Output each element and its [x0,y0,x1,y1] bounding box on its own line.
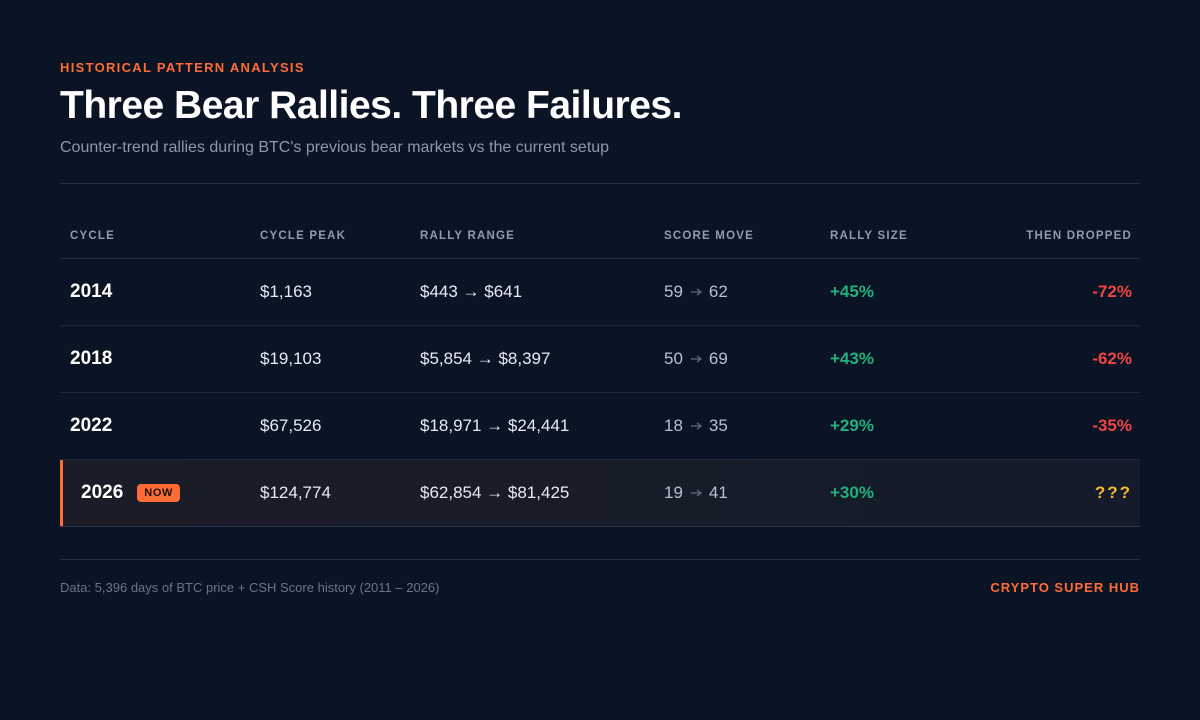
column-header: SCORE MOVE [664,230,754,242]
score-to: 69 [708,349,728,368]
rally-range: $443 → $641 [420,282,523,301]
score-from: 19 [664,483,683,502]
cycle-cell: 2026 NOW [81,460,180,526]
cycle-cell: 2018 [70,326,112,392]
subtitle: Counter-trend rallies during BTC's previ… [60,139,610,156]
table-row: 2026 NOW $124,774 $62,854 → $81,425 19 41 +30%… [60,460,1140,527]
score-to: 35 [708,416,728,435]
cycle-peak: $67,526 [260,416,322,435]
rally-range: $62,854 → $81,425 [420,483,570,502]
score-move: 19 41 [664,460,728,526]
cycle-peak: $124,774 [260,483,331,502]
cycle: 2022 [70,415,113,436]
eyebrow: HISTORICAL PATTERN ANALYSIS [60,60,305,75]
title: Three Bear Rallies. Three Failures. [60,84,682,127]
then-dropped: ??? [1094,483,1132,502]
column-header: THEN DROPPED [1026,230,1132,242]
score-move: 18 35 [664,393,728,459]
cycle-peak: $19,103 [260,349,322,368]
table-row: 2022 $67,526 $18,971 → $24,441 18 35 +29% -35% [60,393,1140,460]
then-dropped: -62% [1092,349,1132,368]
arrow-icon [690,355,703,363]
column-header: CYCLE PEAK [260,230,347,242]
cycle-cell: 2014 [70,259,112,325]
then-dropped: -72% [1092,282,1132,301]
cycle: 2018 [70,348,113,369]
score-move: 59 62 [664,259,728,325]
arrow-icon [690,489,703,497]
cycle: 2026 [81,482,124,503]
column-header: RALLY SIZE [830,230,908,242]
rally-range: $18,971 → $24,441 [420,416,570,435]
rally-size: +43% [830,349,874,368]
score-from: 18 [664,416,683,435]
table-row: 2018 $19,103 $5,854 → $8,397 50 69 +43% -62% [60,326,1140,393]
column-header: CYCLE [70,230,115,242]
score-to: 62 [708,282,728,301]
score-to: 41 [708,483,728,502]
rally-range: $5,854 → $8,397 [420,349,551,368]
cycle-cell: 2022 [70,393,112,459]
divider [60,183,1140,184]
divider [60,559,1140,560]
rally-size: +45% [830,282,874,301]
cycle-peak: $1,163 [260,282,312,301]
rally-size: +29% [830,416,874,435]
header-rule [60,258,1140,259]
score-from: 50 [664,349,683,368]
score-move: 50 69 [664,326,728,392]
then-dropped: -35% [1092,416,1132,435]
footer-brand: CRYPTO SUPER HUB [990,580,1140,595]
table-row: 2014 $1,163 $443 → $641 59 62 +45% -72% [60,259,1140,326]
arrow-icon [690,288,703,296]
score-from: 59 [664,282,683,301]
footer-source: Data: 5,396 days of BTC price + CSH Scor… [60,580,440,595]
column-header: RALLY RANGE [420,230,515,242]
cycle: 2014 [70,281,113,302]
rally-size: +30% [830,483,874,502]
arrow-icon [690,422,703,430]
now-badge: NOW [137,484,180,502]
